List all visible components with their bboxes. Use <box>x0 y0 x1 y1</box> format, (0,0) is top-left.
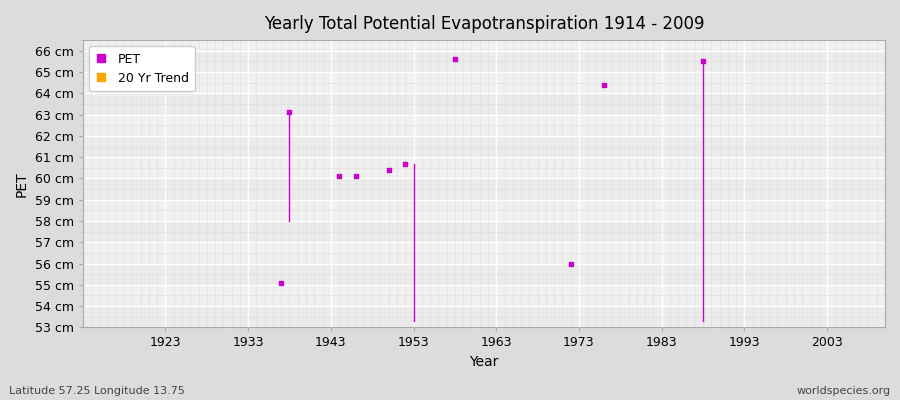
Bar <box>83 221 885 242</box>
Bar <box>83 136 885 157</box>
Point <box>447 56 462 62</box>
Bar <box>83 178 885 200</box>
Bar <box>83 51 885 72</box>
Point <box>398 160 412 167</box>
Point <box>696 58 710 64</box>
Point <box>274 280 288 286</box>
Bar <box>83 306 885 328</box>
Point <box>563 260 578 267</box>
Point <box>332 173 347 180</box>
Point <box>597 82 611 88</box>
X-axis label: Year: Year <box>469 355 499 369</box>
Bar <box>83 264 885 285</box>
Bar <box>83 93 885 114</box>
Y-axis label: PET: PET <box>15 171 29 196</box>
Point <box>348 173 363 180</box>
Point <box>382 167 396 173</box>
Text: worldspecies.org: worldspecies.org <box>796 386 891 396</box>
Point <box>283 109 297 116</box>
Text: Latitude 57.25 Longitude 13.75: Latitude 57.25 Longitude 13.75 <box>9 386 184 396</box>
Legend: PET, 20 Yr Trend: PET, 20 Yr Trend <box>89 46 195 91</box>
Title: Yearly Total Potential Evapotranspiration 1914 - 2009: Yearly Total Potential Evapotranspiratio… <box>264 15 704 33</box>
